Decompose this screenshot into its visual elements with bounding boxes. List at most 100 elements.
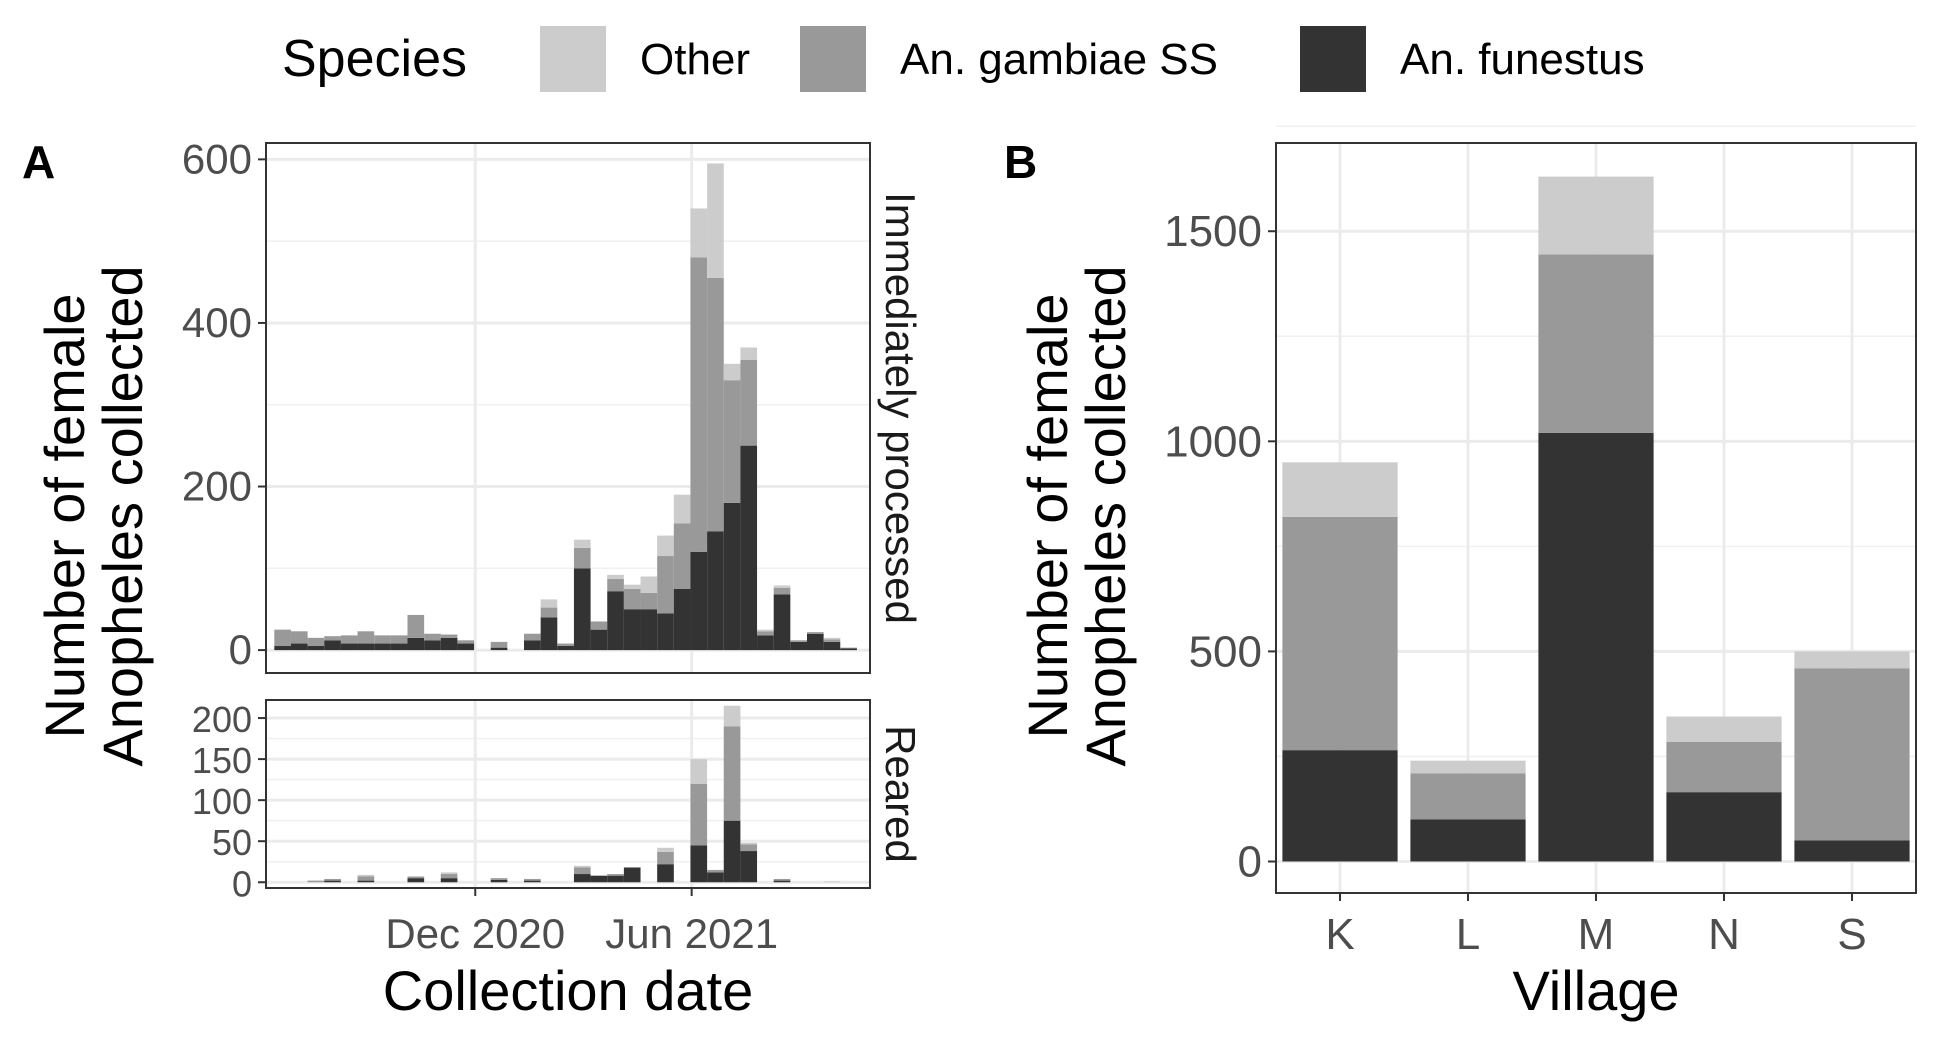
bar-an-funestus	[657, 613, 674, 651]
bar-an-funestus	[806, 633, 824, 651]
x-tick-label: L	[1456, 910, 1480, 959]
bar-an-gambiae-ss	[324, 636, 341, 641]
y-axis-title-line-2: Anopheles collected	[91, 265, 154, 766]
bar-an-funestus	[540, 617, 558, 651]
bar-an-funestus	[490, 647, 508, 651]
y-tick-label: 200	[182, 463, 252, 510]
y-tick-label: 150	[192, 740, 252, 781]
x-tick-label: M	[1578, 910, 1615, 959]
bar-an-funestus	[590, 629, 608, 651]
legend-title: Species	[282, 30, 467, 88]
bar-other	[657, 535, 674, 557]
y-tick-label: 1000	[1164, 417, 1262, 466]
bar-an-gambiae-ss	[773, 587, 791, 595]
bar-an-funestus	[707, 872, 724, 883]
bar-an-funestus	[623, 867, 641, 883]
facet-immediately-processed: 0 200 400 600 Immediately processed	[182, 135, 924, 674]
bar-an-gambiae-ss	[457, 640, 475, 644]
bar-an-funestus	[440, 878, 458, 883]
y-axis-title-line-1: Number of female	[33, 293, 96, 738]
bar-an-funestus	[274, 646, 291, 651]
bar-an-gambiae-ss	[723, 380, 741, 503]
bar-an-funestus	[390, 643, 408, 651]
bar-an-funestus	[840, 648, 857, 651]
y-axis-title-line-2: Anopheles collected	[1074, 265, 1137, 766]
bar-an-funestus	[457, 643, 475, 651]
bar-an-funestus	[773, 594, 791, 651]
bar-other	[740, 347, 758, 360]
bar-other	[823, 881, 841, 883]
bar-an-funestus	[340, 643, 358, 651]
bar-an-gambiae-ss	[490, 641, 508, 648]
bar-an-gambiae-ss	[573, 547, 591, 569]
bar-an-funestus	[690, 845, 708, 883]
bar-an-funestus	[740, 851, 758, 883]
y-tick-label: 0	[232, 863, 252, 904]
bar-an-funestus	[723, 502, 741, 651]
bar-an-funestus-m	[1538, 432, 1654, 862]
bar-an-funestus	[607, 591, 624, 651]
bar-other	[440, 872, 458, 875]
legend-label-gambiae: An. gambiae SS	[900, 35, 1218, 84]
bar-other	[823, 637, 841, 640]
bar-an-funestus	[290, 643, 308, 651]
bar-an-gambiae-ss	[340, 635, 358, 644]
bar-an-gambiae-ss	[757, 631, 774, 636]
bar-an-funestus	[424, 640, 441, 651]
bar-an-funestus	[557, 646, 574, 651]
bar-an-gambiae-ss	[590, 621, 608, 630]
bar-other	[740, 842, 758, 845]
bar-other	[357, 874, 375, 877]
bar-an-gambiae-ss	[657, 556, 674, 614]
legend-swatch-other	[540, 26, 606, 92]
bar-an-funestus	[524, 880, 541, 883]
bar-other	[573, 539, 591, 548]
bar-an-funestus	[723, 820, 741, 883]
bar-an-gambiae-ss	[390, 635, 408, 644]
bar-an-funestus	[773, 880, 791, 883]
bar-an-funestus	[307, 646, 325, 651]
bar-an-gambiae-ss	[440, 874, 458, 879]
bar-other	[673, 494, 691, 524]
bar-an-gambiae-ss	[357, 631, 375, 644]
bar-an-funestus	[740, 445, 758, 651]
bar-an-funestus-l	[1410, 819, 1526, 862]
bar-an-gambiae-ss	[723, 726, 741, 821]
bar-an-funestus	[623, 609, 641, 651]
bar-an-gambiae-ss	[274, 629, 291, 647]
bar-an-funestus	[790, 641, 807, 651]
x-tick-label: Jun 2021	[605, 910, 778, 957]
y-tick-label: 50	[212, 822, 252, 863]
y-tick-label: 0	[229, 626, 252, 673]
bar-an-gambiae-ss	[524, 633, 541, 641]
bar-an-gambiae-ss	[823, 639, 841, 642]
bar-other-s	[1794, 651, 1910, 669]
bar-an-gambiae-ss-l	[1410, 773, 1526, 820]
bar-other	[773, 585, 791, 588]
bar-an-gambiae-ss-m	[1538, 254, 1654, 433]
bar-an-funestus	[357, 880, 375, 883]
bar-an-gambiae-ss	[740, 844, 758, 852]
x-tick-label: Dec 2020	[385, 910, 565, 957]
bar-an-gambiae-ss	[407, 614, 425, 638]
bar-an-funestus	[640, 609, 658, 651]
bar-an-gambiae-ss	[623, 588, 641, 610]
bar-an-gambiae-ss	[840, 647, 857, 649]
bar-an-funestus	[357, 643, 375, 651]
bar-an-gambiae-ss	[607, 874, 624, 876]
bar-an-gambiae-ss	[657, 851, 674, 865]
y-tick-label: 600	[182, 135, 252, 182]
bar-an-gambiae-ss	[573, 867, 591, 875]
y-tick-label: 1500	[1164, 207, 1262, 256]
panel-border	[265, 699, 871, 889]
bar-an-gambiae-ss-k	[1282, 516, 1398, 751]
bar-an-funestus	[607, 875, 624, 883]
bar-other	[757, 629, 774, 632]
bar-an-funestus	[374, 643, 391, 651]
bar-other	[573, 865, 591, 868]
x-tick-label: N	[1708, 910, 1740, 959]
facet-strip-label: Immediately processed	[877, 192, 924, 624]
bar-other	[707, 163, 724, 278]
